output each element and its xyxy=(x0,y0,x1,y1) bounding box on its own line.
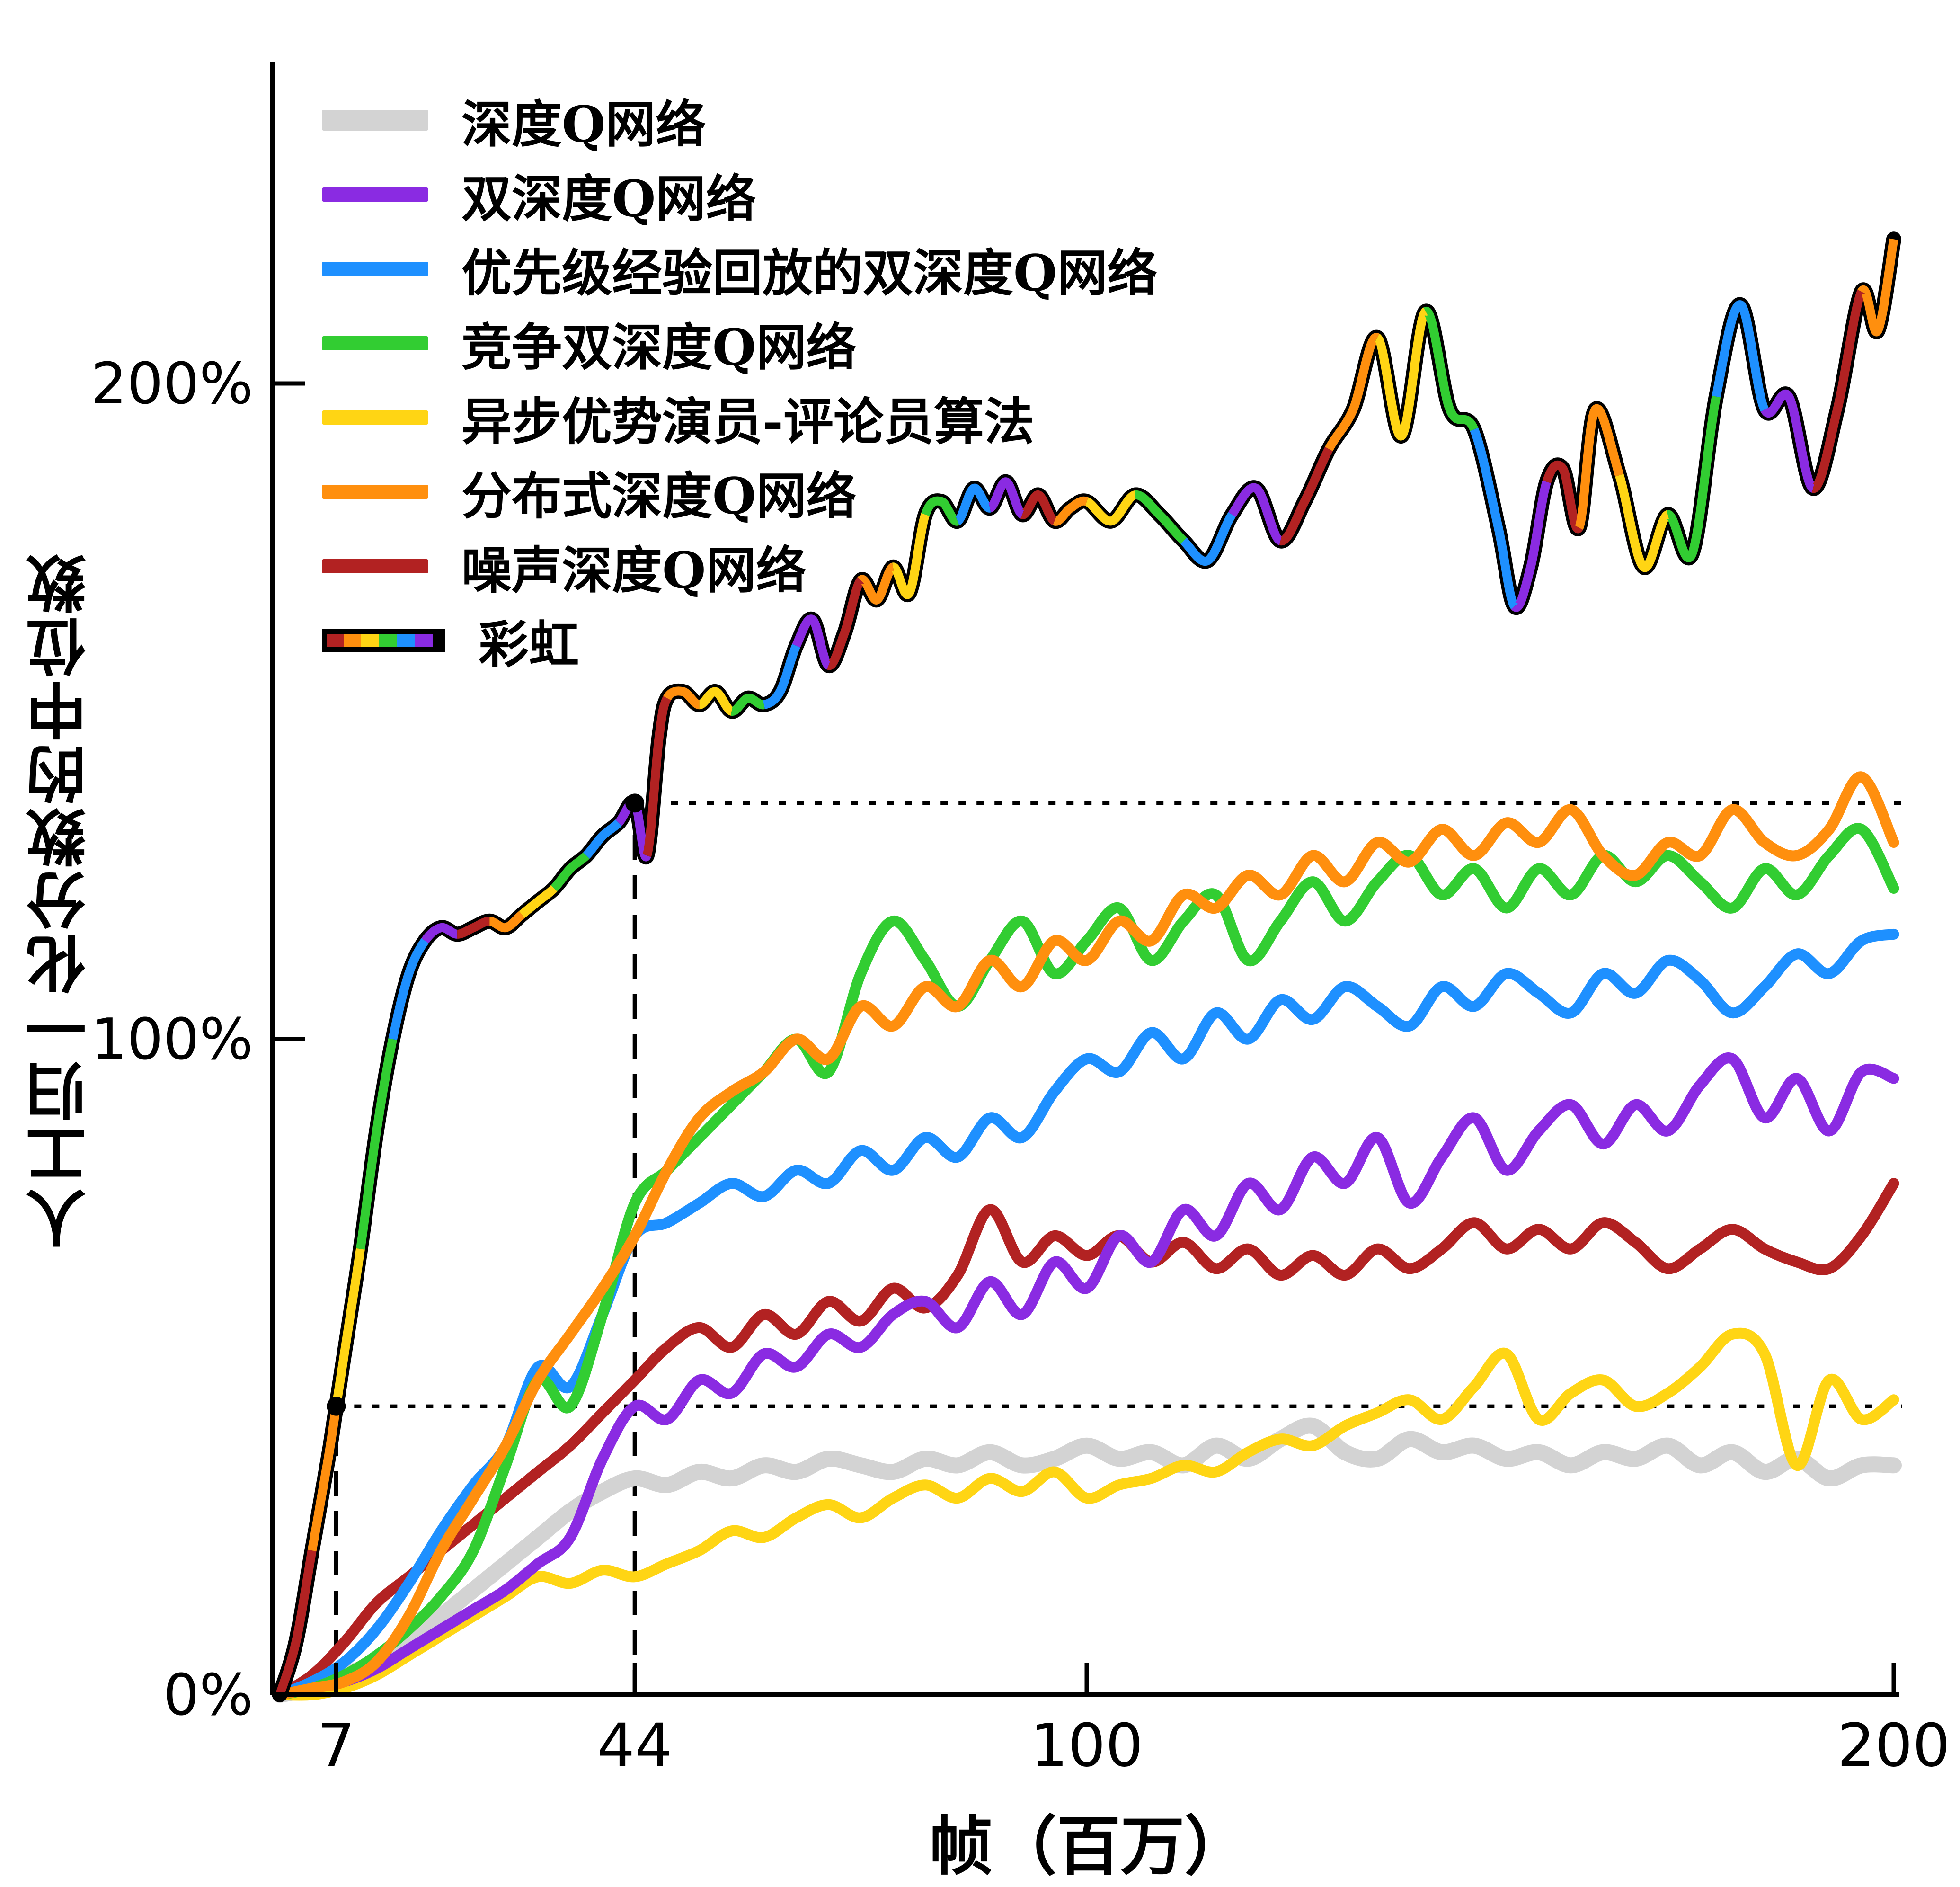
series-line-rainbow-segment xyxy=(1575,404,1624,530)
reference-dot-x44 xyxy=(625,793,645,813)
x-axis-label: 帧（百万） xyxy=(929,1808,1249,1884)
series-line-rainbow-segment xyxy=(1857,238,1898,337)
series-line-rainbow-segment xyxy=(955,484,992,525)
series-line-rainbow-segment xyxy=(457,917,490,939)
axes xyxy=(270,62,1899,1697)
series-line-rainbow-segment xyxy=(642,696,671,857)
series-line-dqn xyxy=(272,1417,1902,1703)
legend-item-distributional-dqn: 分布式深度Q网络 xyxy=(322,454,1157,529)
legend-label-a3c: 异步优势演员-评论员算法 xyxy=(461,392,1034,451)
series-line-rainbow-segment xyxy=(1470,427,1518,609)
series-line-rainbow-segment xyxy=(583,819,622,859)
legend-item-dueling-ddqn: 竞争双深度Q网络 xyxy=(322,306,1157,380)
x-tick-label-7: 7 xyxy=(318,1711,355,1780)
reference-lines xyxy=(334,801,1902,1695)
series-line-rainbow-segment xyxy=(1228,483,1283,545)
series-line-rainbow-segment xyxy=(550,852,590,892)
series-line-rainbow-segment xyxy=(1712,300,1769,412)
series-line-rainbow-segment xyxy=(1615,474,1671,572)
series-line-rainbow-segment xyxy=(663,686,701,710)
series-line-rainbow-segment xyxy=(519,885,558,918)
legend-label-distributional-dqn: 分布式深度Q网络 xyxy=(461,466,857,525)
legend-item-double-dqn: 双深度Q网络 xyxy=(322,157,1157,231)
series-line-rainbow-segment xyxy=(1325,333,1380,452)
legend-item-rainbow: 彩虹 xyxy=(322,603,1157,677)
series-line-rainbow-segment xyxy=(1019,490,1057,525)
series-line-rainbow-segment xyxy=(1811,289,1866,493)
tick-labels: 0% 100% 200% 7 44 100 200 xyxy=(91,351,1950,1780)
series-line-rainbow-segment xyxy=(763,644,800,709)
y-tick-label-100: 100% xyxy=(91,1007,253,1073)
legend-swatch-distributional-dqn xyxy=(322,484,428,499)
series-line-rainbow-segment xyxy=(698,687,734,716)
series-line-rainbow-segment xyxy=(730,694,765,716)
legend-swatch-prioritized-ddqn xyxy=(322,261,428,276)
series-line-rainbow-segment xyxy=(792,614,832,670)
legend-swatch-a3c xyxy=(322,410,428,425)
series-line-rainbow-segment xyxy=(1134,490,1187,544)
legend-swatch-noisy-dqn xyxy=(322,559,428,573)
series-line-rainbow-segment xyxy=(826,577,865,670)
series-line-rainbow-segment xyxy=(921,496,959,526)
y-tick-label-0: 0% xyxy=(163,1663,253,1728)
series-line-rainbow-segment xyxy=(891,513,930,599)
series-line-rainbow-segment xyxy=(1422,307,1479,432)
series-line-rainbow-segment xyxy=(1084,490,1137,526)
legend-label-rainbow: 彩虹 xyxy=(479,614,579,674)
series-line-rainbow-segment xyxy=(1180,512,1236,566)
series-line-noisy-dqn xyxy=(274,1178,1899,1700)
series-line-rainbow-segment xyxy=(1511,480,1551,612)
legend-item-noisy-dqn: 噪声深度Q网络 xyxy=(322,529,1157,603)
legend-swatch-dueling-ddqn xyxy=(322,336,428,350)
series-line-rainbow-segment xyxy=(1374,307,1429,441)
reference-dot-x7 xyxy=(327,1397,346,1416)
series-line-distributional-dqn xyxy=(274,771,1899,1700)
series-line-rainbow-segment xyxy=(332,1248,365,1407)
x-tick-label-44: 44 xyxy=(597,1711,673,1780)
y-axis-label: 人工归一化分数的中位数 xyxy=(26,551,97,1248)
series-line-rainbow-segment xyxy=(1279,447,1333,545)
legend: 深度Q网络双深度Q网络优先级经验回放的双深度Q网络 竞争双深度Q网络异步优势演员-… xyxy=(322,83,1157,677)
legend-label-prioritized-ddqn: 优先级经验回放的双深度Q网络 xyxy=(461,243,1158,303)
series-line-rainbow-segment xyxy=(987,477,1025,519)
legend-label-dqn: 深度Q网络 xyxy=(461,94,706,154)
legend-item-a3c: 异步优势演员-评论员算法 xyxy=(322,380,1157,454)
series-line-rainbow-segment xyxy=(421,923,458,944)
legend-item-dqn: 深度Q网络 xyxy=(322,83,1157,157)
reference-dots xyxy=(327,793,645,1416)
legend-label-noisy-dqn: 噪声深度Q网络 xyxy=(461,540,807,600)
legend-swatch-double-dqn xyxy=(322,187,428,202)
series-line-rainbow-segment xyxy=(356,1038,398,1250)
series-line-a3c xyxy=(274,1327,1899,1701)
legend-label-double-dqn: 双深度Q网络 xyxy=(461,169,756,228)
series-line-rainbow-segment xyxy=(307,1406,341,1551)
series-line-double-dqn xyxy=(274,1052,1899,1700)
series-line-rainbow-segment xyxy=(388,938,429,1040)
series-line-rainbow-segment xyxy=(275,1549,317,1696)
series-lines xyxy=(272,231,1902,1703)
legend-item-prioritized-ddqn: 优先级经验回放的双深度Q网络 xyxy=(322,231,1157,306)
series-line-rainbow-segment xyxy=(1542,461,1583,534)
series-line-rainbow-segment xyxy=(488,911,525,933)
series-line-rainbow-segment xyxy=(1053,496,1088,526)
legend-swatch-rainbow xyxy=(322,629,445,652)
legend-label-dueling-ddqn: 竞争双深度Q网络 xyxy=(461,317,857,377)
x-tick-label-100: 100 xyxy=(1030,1711,1144,1780)
series-line-rainbow-segment xyxy=(1666,395,1721,562)
legend-swatch-dqn xyxy=(322,109,428,131)
series-line-rainbow-segment xyxy=(857,562,896,605)
series-line-rainbow-segment xyxy=(1760,389,1816,493)
y-tick-label-200: 200% xyxy=(91,351,253,417)
x-tick-label-200: 200 xyxy=(1837,1711,1951,1780)
